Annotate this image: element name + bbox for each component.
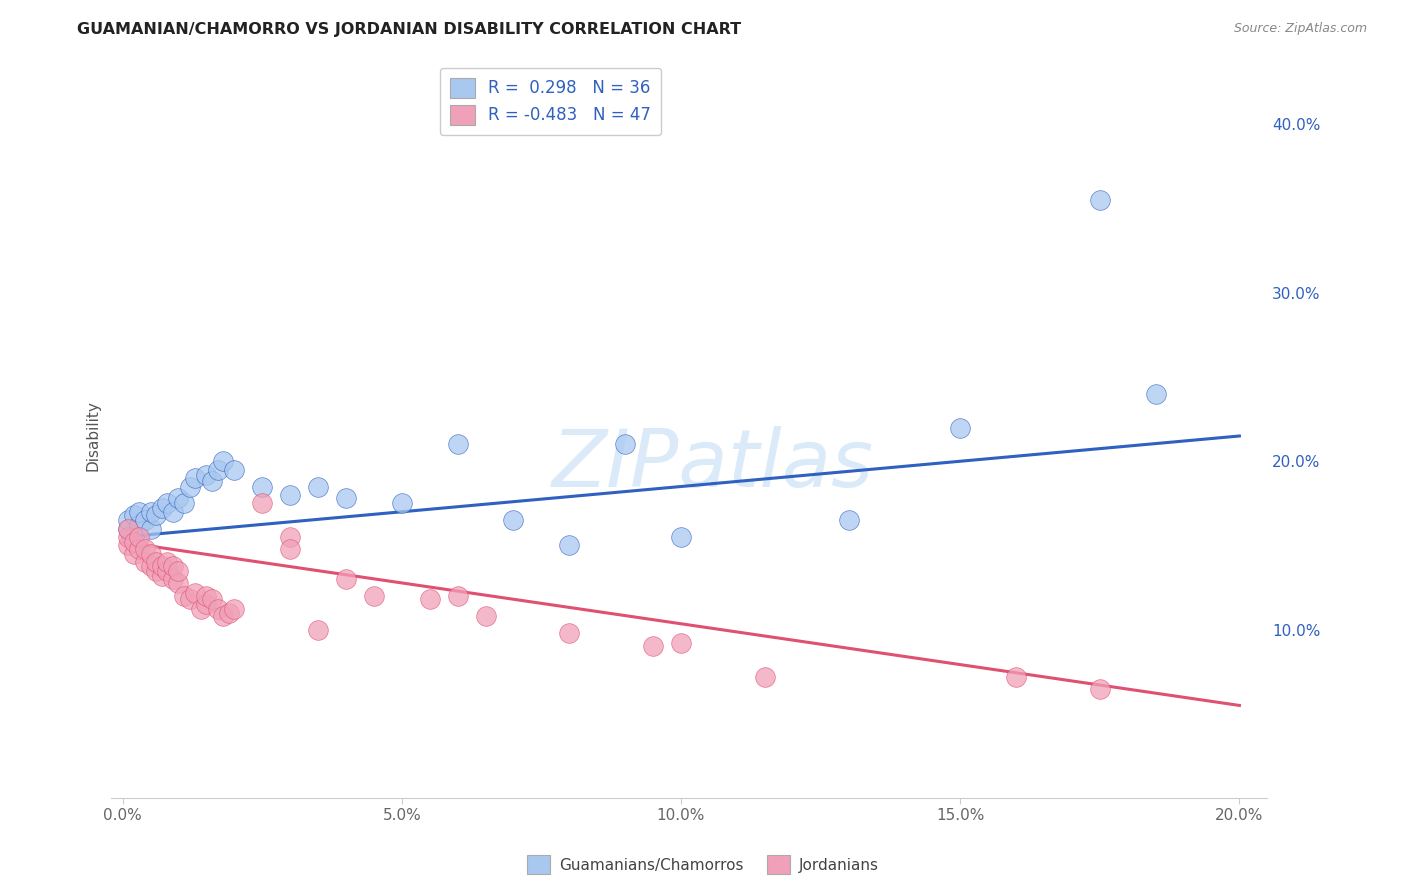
Point <box>150 501 173 516</box>
Point <box>207 602 229 616</box>
Point <box>134 513 156 527</box>
Point <box>212 454 235 468</box>
Point <box>128 518 150 533</box>
Point <box>134 541 156 556</box>
Point <box>179 592 201 607</box>
Point <box>446 589 468 603</box>
Point <box>363 589 385 603</box>
Point <box>139 558 162 573</box>
Point <box>278 530 301 544</box>
Point <box>201 475 224 489</box>
Point <box>173 589 195 603</box>
Y-axis label: Disability: Disability <box>86 401 100 472</box>
Point <box>201 592 224 607</box>
Point <box>156 555 179 569</box>
Point <box>949 420 972 434</box>
Point <box>669 636 692 650</box>
Point <box>335 572 357 586</box>
Point <box>1088 193 1111 207</box>
Point <box>190 602 212 616</box>
Point <box>122 508 145 523</box>
Point <box>838 513 860 527</box>
Point <box>150 568 173 582</box>
Point <box>641 640 664 654</box>
Point <box>184 585 207 599</box>
Legend: R =  0.298   N = 36, R = -0.483   N = 47: R = 0.298 N = 36, R = -0.483 N = 47 <box>440 68 661 135</box>
Point <box>150 558 173 573</box>
Point <box>307 479 329 493</box>
Point <box>446 437 468 451</box>
Point <box>207 463 229 477</box>
Point <box>122 547 145 561</box>
Point <box>145 564 167 578</box>
Point <box>117 513 139 527</box>
Point <box>558 538 581 552</box>
Point <box>139 522 162 536</box>
Point <box>502 513 524 527</box>
Point <box>278 541 301 556</box>
Point <box>145 508 167 523</box>
Point <box>122 535 145 549</box>
Point <box>117 522 139 536</box>
Point <box>162 558 184 573</box>
Point <box>278 488 301 502</box>
Point <box>307 623 329 637</box>
Legend: Guamanians/Chamorros, Jordanians: Guamanians/Chamorros, Jordanians <box>522 849 884 880</box>
Point <box>669 530 692 544</box>
Point <box>335 491 357 506</box>
Point <box>184 471 207 485</box>
Point <box>156 496 179 510</box>
Point <box>117 522 139 536</box>
Point <box>156 564 179 578</box>
Point <box>195 589 218 603</box>
Point <box>1144 387 1167 401</box>
Point <box>212 609 235 624</box>
Point <box>614 437 637 451</box>
Point <box>134 555 156 569</box>
Point <box>224 463 246 477</box>
Point <box>474 609 496 624</box>
Point <box>754 670 776 684</box>
Point <box>162 505 184 519</box>
Point <box>558 626 581 640</box>
Point <box>167 564 190 578</box>
Point <box>195 598 218 612</box>
Point <box>391 496 413 510</box>
Point <box>117 538 139 552</box>
Point <box>218 606 240 620</box>
Point <box>139 505 162 519</box>
Point <box>128 541 150 556</box>
Point <box>122 530 145 544</box>
Point <box>167 575 190 590</box>
Point <box>1088 681 1111 696</box>
Point <box>139 547 162 561</box>
Point <box>167 491 190 506</box>
Point <box>250 496 273 510</box>
Point <box>250 479 273 493</box>
Text: Source: ZipAtlas.com: Source: ZipAtlas.com <box>1233 22 1367 36</box>
Point <box>195 467 218 482</box>
Point <box>419 592 441 607</box>
Point <box>128 530 150 544</box>
Point <box>162 572 184 586</box>
Point <box>128 505 150 519</box>
Point <box>1005 670 1028 684</box>
Text: ZIPatlas: ZIPatlas <box>551 426 873 504</box>
Point <box>224 602 246 616</box>
Point <box>173 496 195 510</box>
Point <box>179 479 201 493</box>
Text: GUAMANIAN/CHAMORRO VS JORDANIAN DISABILITY CORRELATION CHART: GUAMANIAN/CHAMORRO VS JORDANIAN DISABILI… <box>77 22 741 37</box>
Point <box>117 530 139 544</box>
Point <box>145 555 167 569</box>
